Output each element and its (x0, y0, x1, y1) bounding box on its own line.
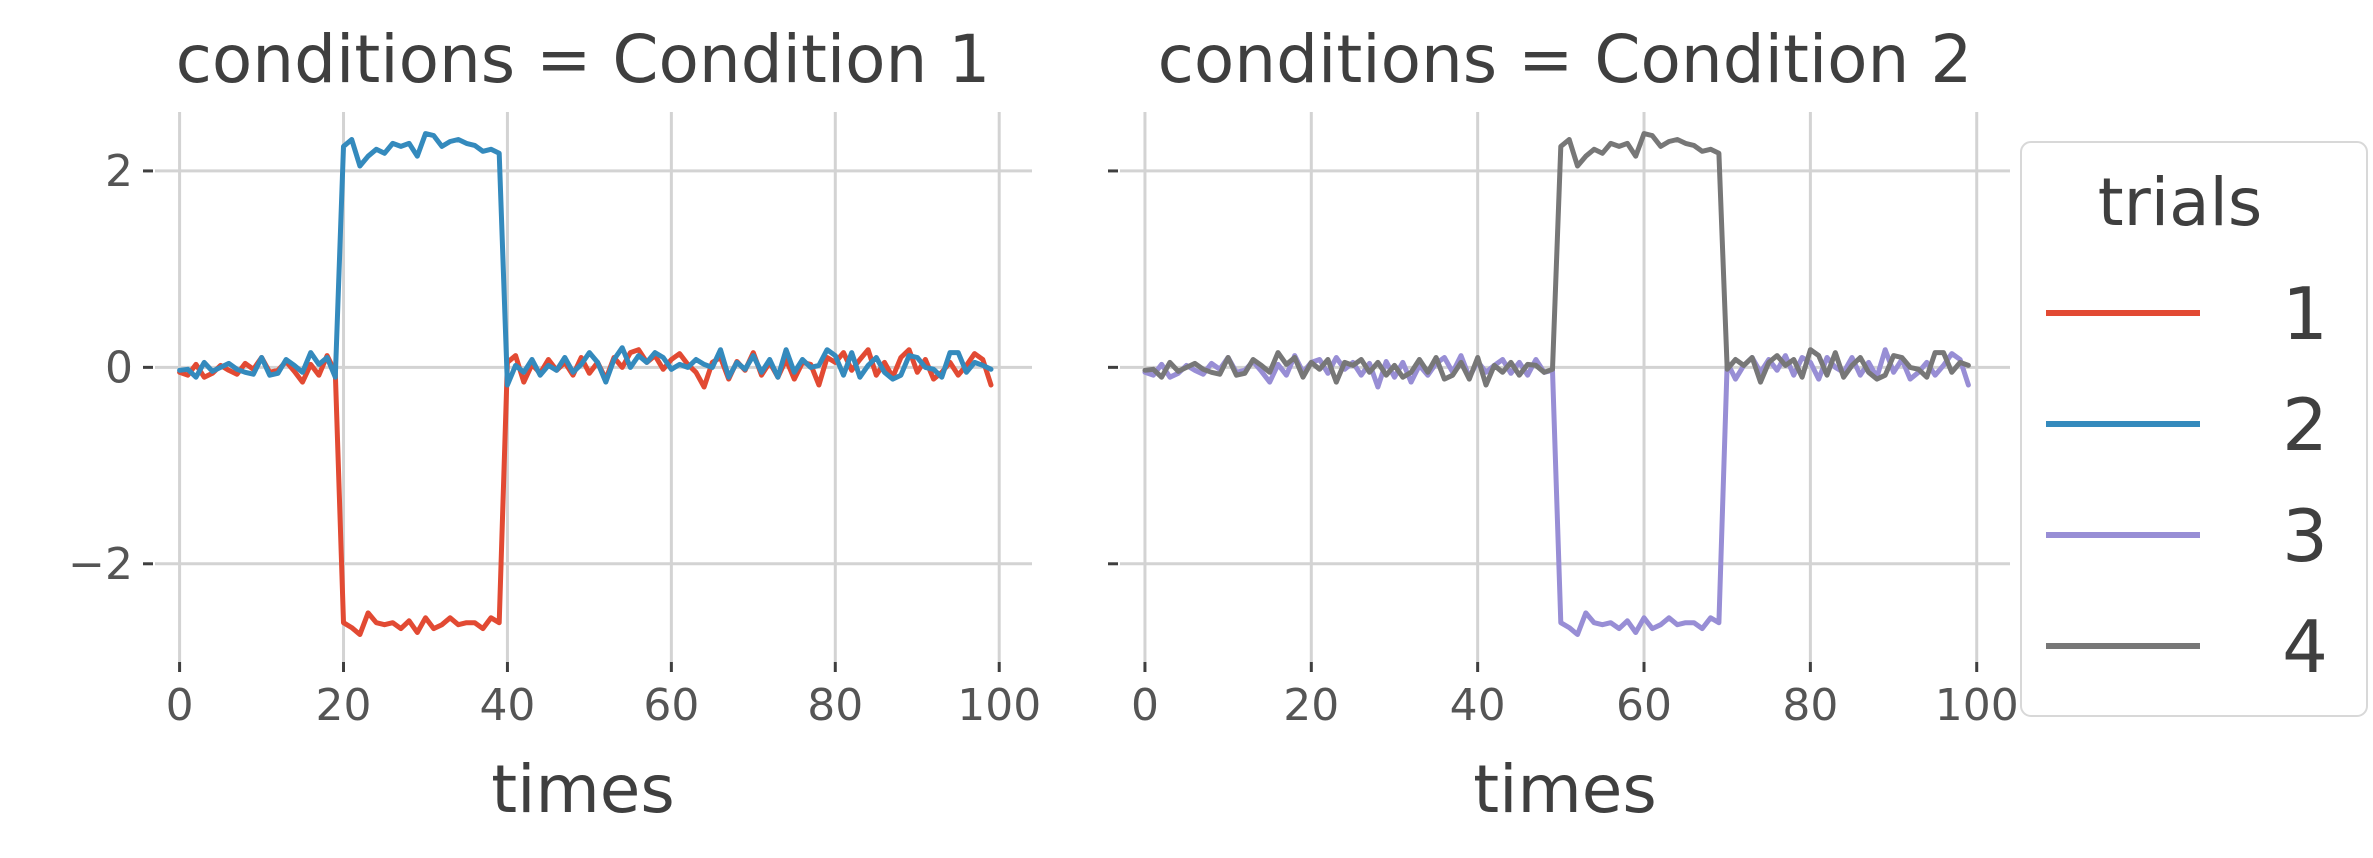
x-tick-label: 40 (1450, 680, 1506, 731)
x-axis: 0 20 40 60 80 100 (166, 662, 1041, 731)
series-lines (1142, 131, 1971, 637)
x-axis-label: times (491, 751, 675, 828)
x-tick-label: 20 (1283, 680, 1339, 731)
x-axis: 0 20 40 60 80 100 (1131, 662, 2019, 731)
legend-title: trials (2098, 164, 2263, 241)
y-axis (1108, 169, 1118, 566)
x-tick-label: 100 (957, 680, 1041, 731)
x-tick-label: 60 (643, 680, 699, 731)
legend: trials 1 2 3 4 (2020, 141, 2368, 717)
series-line-2 (177, 131, 994, 388)
panel-condition-2: conditions = Condition 2 0 20 40 60 80 100 ti… (1108, 21, 2019, 828)
x-tick-label: 0 (166, 680, 194, 731)
x-tick-label: 20 (316, 680, 372, 731)
legend-label-2: 2 (2282, 383, 2328, 467)
panel-title: conditions = Condition 1 (176, 21, 991, 98)
legend-label-4: 4 (2282, 605, 2328, 689)
series-line-1 (177, 347, 994, 637)
x-tick-label: 100 (1935, 680, 2019, 731)
series-line-3 (1142, 347, 1971, 637)
y-tick-label: 2 (105, 146, 133, 197)
x-tick-label: 60 (1616, 680, 1672, 731)
legend-label-1: 1 (2282, 272, 2328, 356)
panel-condition-1: conditions = Condition 1 −2 0 2 0 20 40 60 80 1… (68, 21, 1041, 828)
gridlines (1120, 112, 2010, 662)
legend-entries: 1 2 3 4 (2046, 272, 2328, 689)
x-tick-label: 80 (1782, 680, 1838, 731)
x-axis-label: times (1473, 751, 1657, 828)
x-tick-label: 40 (479, 680, 535, 731)
legend-frame (2020, 141, 2368, 717)
legend-label-3: 3 (2282, 494, 2328, 578)
x-tick-label: 80 (807, 680, 863, 731)
y-axis: −2 0 2 (68, 146, 153, 590)
panel-title: conditions = Condition 2 (1158, 21, 1973, 98)
y-tick-label: 0 (105, 342, 133, 393)
y-tick-label: −2 (68, 539, 133, 590)
gridlines (155, 112, 1032, 662)
series-line-4 (1142, 131, 1971, 388)
series-lines (177, 131, 994, 637)
x-tick-label: 0 (1131, 680, 1159, 731)
